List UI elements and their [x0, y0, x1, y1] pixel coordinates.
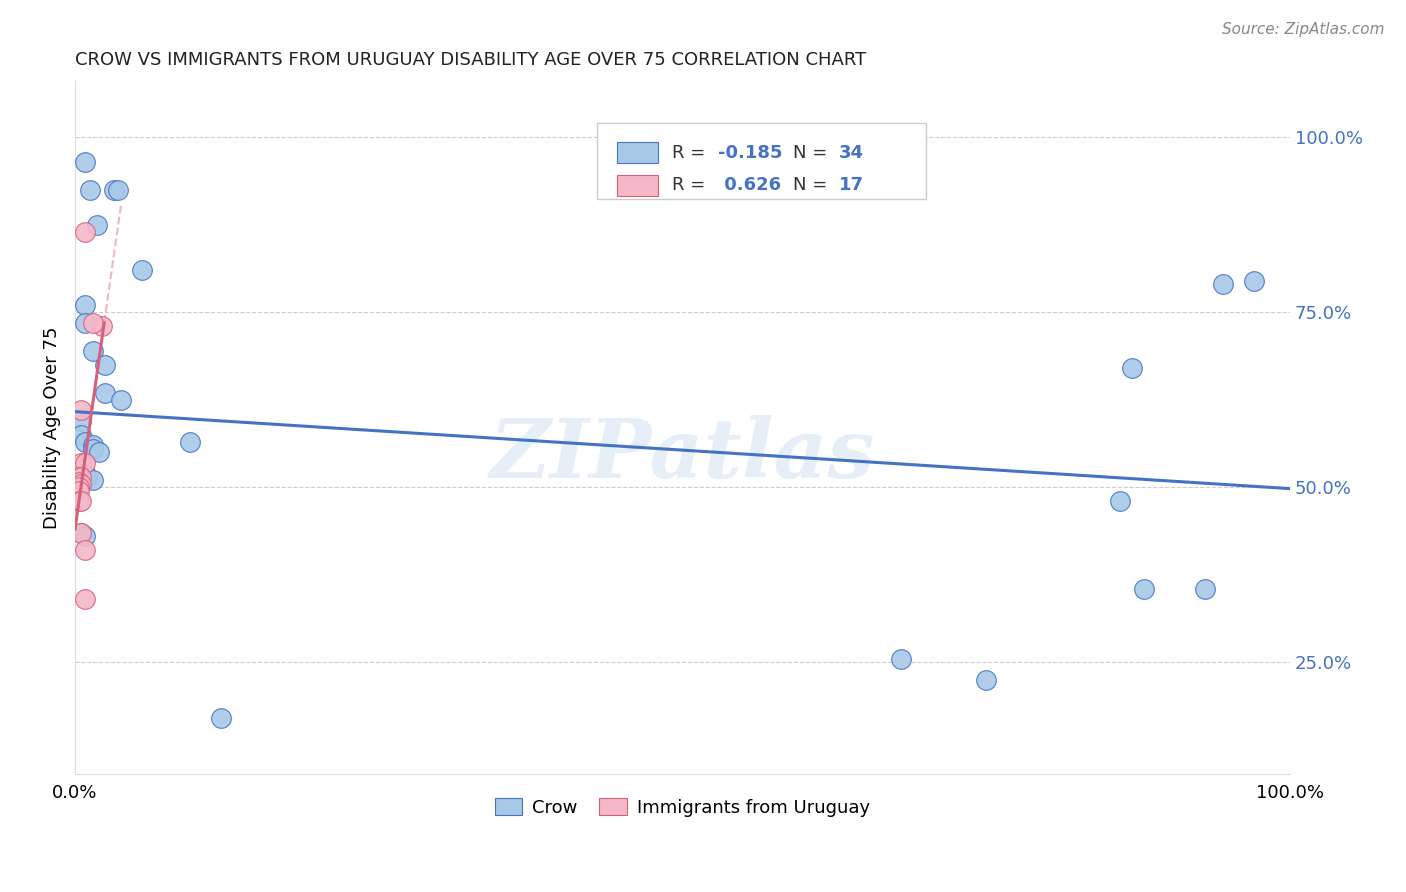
Point	[73, 434, 96, 449]
FancyBboxPatch shape	[598, 123, 925, 199]
Point	[89, 445, 111, 459]
Point	[1194, 582, 1216, 596]
Point	[73, 298, 96, 312]
Point	[82, 316, 104, 330]
Text: 0.626: 0.626	[717, 177, 780, 194]
Point	[79, 183, 101, 197]
Legend: Crow, Immigrants from Uruguay: Crow, Immigrants from Uruguay	[488, 790, 877, 824]
Point	[70, 414, 93, 428]
Point	[82, 438, 104, 452]
Point	[73, 225, 96, 239]
Point	[67, 483, 90, 498]
Point	[73, 316, 96, 330]
Point	[82, 442, 104, 456]
Point	[82, 343, 104, 358]
Point	[110, 392, 132, 407]
FancyBboxPatch shape	[617, 175, 658, 195]
Text: 17: 17	[839, 177, 865, 194]
Point	[76, 469, 98, 483]
Text: Source: ZipAtlas.com: Source: ZipAtlas.com	[1222, 22, 1385, 37]
Point	[67, 494, 90, 508]
Text: CROW VS IMMIGRANTS FROM URUGUAY DISABILITY AGE OVER 75 CORRELATION CHART: CROW VS IMMIGRANTS FROM URUGUAY DISABILI…	[75, 51, 866, 69]
Y-axis label: Disability Age Over 75: Disability Age Over 75	[44, 326, 60, 529]
Point	[70, 494, 93, 508]
Text: -0.185: -0.185	[717, 144, 782, 161]
Point	[1243, 274, 1265, 288]
Point	[1121, 361, 1143, 376]
Text: 34: 34	[839, 144, 865, 161]
Point	[1109, 494, 1132, 508]
Point	[70, 525, 93, 540]
Point	[67, 480, 90, 494]
Point	[70, 427, 93, 442]
Point	[1133, 582, 1156, 596]
Point	[94, 385, 117, 400]
Point	[67, 469, 90, 483]
Point	[209, 711, 232, 725]
Point	[70, 463, 93, 477]
Point	[73, 456, 96, 470]
Point	[94, 358, 117, 372]
Point	[67, 475, 90, 489]
Text: R =: R =	[672, 144, 710, 161]
Point	[73, 467, 96, 481]
Point	[179, 434, 201, 449]
Point	[70, 456, 93, 470]
Point	[73, 592, 96, 607]
Point	[90, 319, 112, 334]
Point	[103, 183, 125, 197]
Point	[70, 469, 93, 483]
Point	[73, 543, 96, 558]
Point	[70, 476, 93, 491]
Point	[70, 403, 93, 417]
FancyBboxPatch shape	[617, 143, 658, 163]
Text: N =: N =	[793, 144, 834, 161]
Point	[82, 473, 104, 487]
Point	[86, 218, 108, 232]
Text: R =: R =	[672, 177, 710, 194]
Point	[131, 263, 153, 277]
Text: ZIPatlas: ZIPatlas	[489, 416, 876, 495]
Point	[974, 673, 997, 687]
Point	[107, 183, 129, 197]
Text: N =: N =	[793, 177, 834, 194]
Point	[70, 525, 93, 540]
Point	[73, 529, 96, 543]
Point	[73, 154, 96, 169]
Point	[890, 651, 912, 665]
Point	[1212, 277, 1234, 292]
